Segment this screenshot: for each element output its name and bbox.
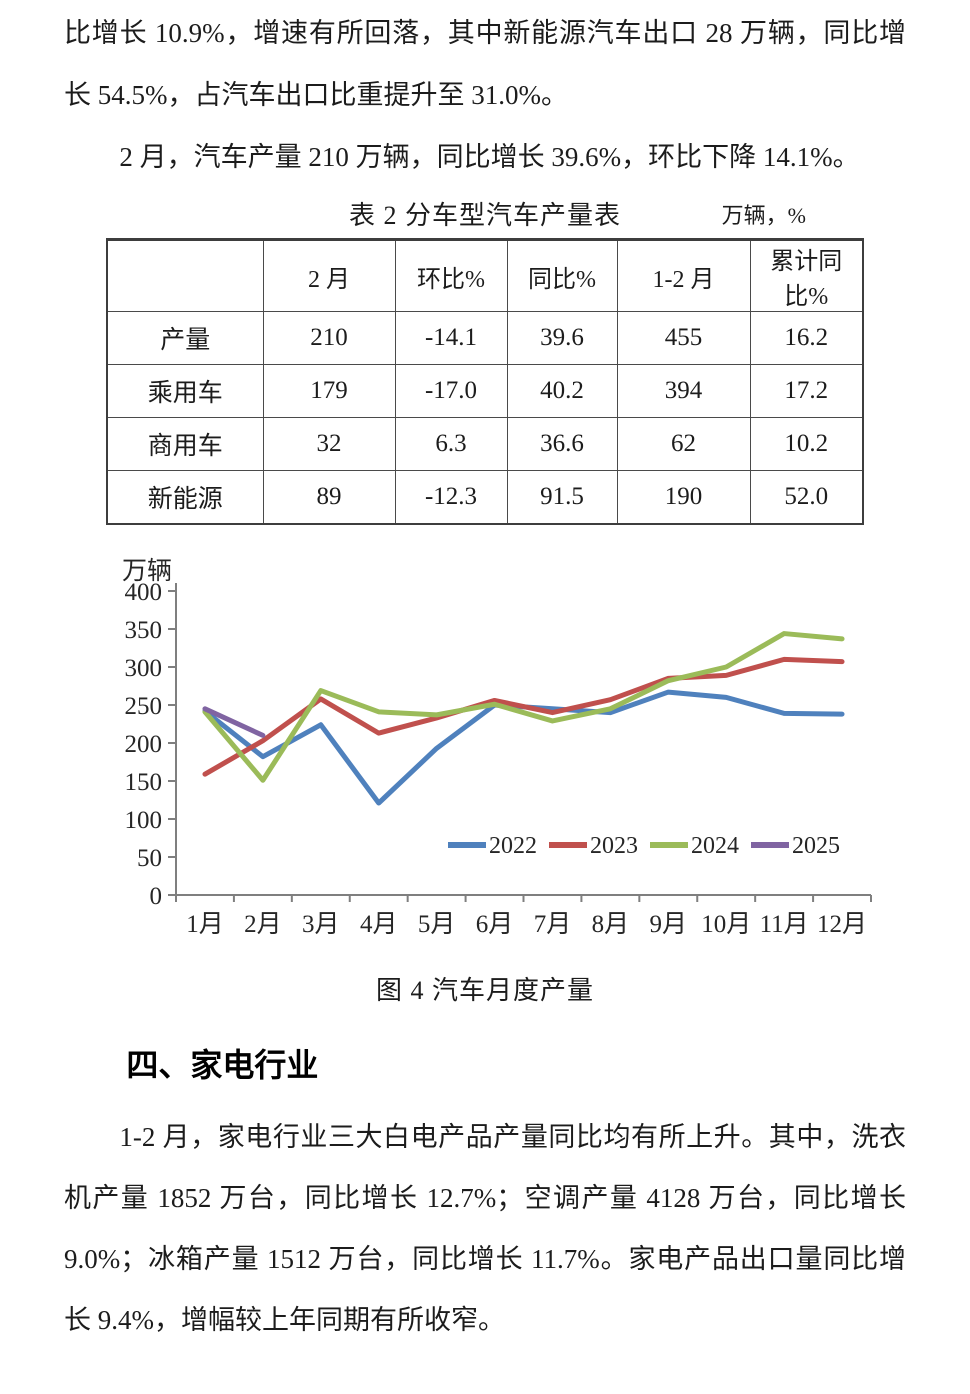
table-header-cell: 累计同比% bbox=[749, 239, 864, 312]
table-cell: -12.3 bbox=[394, 470, 508, 525]
x-tick-label: 1月 bbox=[186, 911, 224, 938]
table-cell: 39.6 bbox=[506, 311, 618, 365]
y-tick-label: 300 bbox=[125, 655, 163, 682]
y-axis: 万辆 0 50 100 150 200 250 300 350 400 bbox=[122, 557, 177, 910]
table-cell: 62 bbox=[616, 417, 751, 471]
legend-label-2023: 2023 bbox=[590, 833, 638, 859]
table-title: 表 2 分车型汽车产量表 bbox=[348, 201, 621, 230]
table-cell: 52.0 bbox=[749, 470, 864, 525]
monthly-production-chart: 万辆 0 50 100 150 200 250 300 350 400 1月 2月 3月 4月 5月 6月 7月… bbox=[96, 555, 896, 955]
y-tick-label: 100 bbox=[125, 807, 163, 834]
table-row: 商用车 32 6.3 36.6 62 10.2 bbox=[106, 417, 864, 471]
table-header-cell: 同比% bbox=[506, 239, 618, 312]
table-cell: 17.2 bbox=[749, 364, 864, 418]
table-cell: 210 bbox=[262, 311, 396, 365]
y-tick-label: 200 bbox=[125, 731, 163, 758]
table-row: 乘用车 179 -17.0 40.2 394 17.2 bbox=[106, 364, 864, 418]
chart-svg: 万辆 0 50 100 150 200 250 300 350 400 1月 2月 3月 4月 5月 6月 7月… bbox=[122, 557, 872, 938]
x-tick-label: 8月 bbox=[592, 911, 630, 938]
table-unit-label: 万辆，% bbox=[721, 203, 806, 228]
x-tick-label: 2月 bbox=[244, 911, 282, 938]
y-tick-label: 400 bbox=[125, 579, 163, 606]
y-tick-label: 250 bbox=[125, 693, 163, 720]
row-label: 新能源 bbox=[106, 470, 264, 525]
section-heading-home-appliance: 四、家电行业 bbox=[126, 1047, 319, 1083]
x-tick-label: 11月 bbox=[760, 911, 809, 938]
x-tick-label: 9月 bbox=[650, 911, 688, 938]
table-cell: 179 bbox=[262, 364, 396, 418]
series-line-2025 bbox=[202, 706, 266, 738]
series-line-2023 bbox=[202, 656, 845, 777]
figure-caption: 图 4 汽车月度产量 bbox=[375, 976, 594, 1005]
legend-label-2022: 2022 bbox=[489, 833, 537, 859]
y-tick-label: 50 bbox=[137, 845, 162, 872]
x-tick-label: 7月 bbox=[534, 911, 572, 938]
table-cell: 32 bbox=[262, 417, 396, 471]
table-header-cell bbox=[106, 239, 264, 312]
table-header-cell: 2 月 bbox=[262, 239, 396, 312]
x-tick-label: 4月 bbox=[360, 911, 398, 938]
paragraph-home-appliance: 1-2 月，家电行业三大白电产品产量同比均有所上升。其中，洗衣机产量 1852 … bbox=[64, 1122, 906, 1335]
row-label: 乘用车 bbox=[106, 364, 264, 418]
legend-label-2024: 2024 bbox=[691, 833, 739, 859]
table-cell: 91.5 bbox=[506, 470, 618, 525]
x-tick-label: 3月 bbox=[302, 911, 340, 938]
table-cell: 455 bbox=[616, 311, 751, 365]
x-tick-label: 5月 bbox=[418, 911, 456, 938]
table-cell: -17.0 bbox=[394, 364, 508, 418]
table-cell: 190 bbox=[616, 470, 751, 525]
table-cell: 6.3 bbox=[394, 417, 508, 471]
table-row: 产量 210 -14.1 39.6 455 16.2 bbox=[106, 311, 864, 365]
row-label: 商用车 bbox=[106, 417, 264, 471]
table-cell: 40.2 bbox=[506, 364, 618, 418]
table-row: 新能源 89 -12.3 91.5 190 52.0 bbox=[106, 470, 864, 525]
series-line-2024 bbox=[202, 631, 845, 783]
table-header-cell: 环比% bbox=[394, 239, 508, 312]
table-title-row: 表 2 分车型汽车产量表 万辆，% bbox=[64, 194, 906, 238]
x-tick-label: 10月 bbox=[701, 911, 751, 938]
x-tick-label: 12月 bbox=[817, 911, 867, 938]
table-cell: 394 bbox=[616, 364, 751, 418]
legend-label-2025: 2025 bbox=[792, 833, 840, 859]
chart-legend: 2022 2023 2024 2025 bbox=[448, 833, 840, 859]
production-table: 2 月 环比% 同比% 1-2 月 累计同比% 产量 210 -14.1 39.… bbox=[106, 238, 864, 525]
y-axis-unit-label: 万辆 bbox=[122, 557, 172, 585]
table-cell: 36.6 bbox=[506, 417, 618, 471]
y-tick-label: 150 bbox=[125, 769, 163, 796]
x-tick-label: 6月 bbox=[476, 911, 514, 938]
table-cell: 16.2 bbox=[749, 311, 864, 365]
table-header-row: 2 月 环比% 同比% 1-2 月 累计同比% bbox=[106, 239, 864, 312]
table-cell: -14.1 bbox=[394, 311, 508, 365]
table-cell: 89 bbox=[262, 470, 396, 525]
y-tick-label: 350 bbox=[125, 617, 163, 644]
paragraph-auto-export: 比增长 10.9%，增速有所回落，其中新能源汽车出口 28 万辆，同比增长 54… bbox=[64, 18, 906, 110]
table-cell: 10.2 bbox=[749, 417, 864, 471]
x-axis: 1月 2月 3月 4月 5月 6月 7月 8月 9月 10月 11月 12月 bbox=[175, 894, 872, 938]
y-tick-label: 0 bbox=[150, 883, 163, 910]
table-header-cell: 1-2 月 bbox=[616, 239, 751, 312]
row-label: 产量 bbox=[106, 311, 264, 365]
paragraph-feb-production: 2 月，汽车产量 210 万辆，同比增长 39.6%，环比下降 14.1%。 bbox=[119, 142, 860, 172]
